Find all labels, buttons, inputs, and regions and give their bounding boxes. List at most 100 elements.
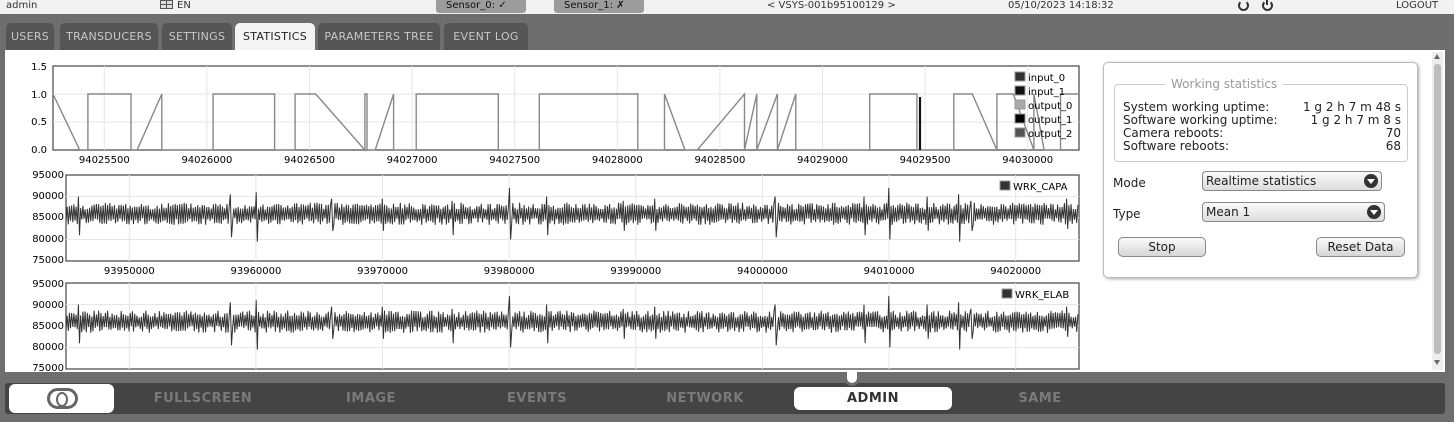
wrk-capa-line (65, 187, 1079, 242)
x-tick: 93990000 (610, 266, 661, 277)
sensor-1-status[interactable]: Sensor_1: ✗ (554, 0, 644, 13)
legend-swatch-wrk-capa (999, 180, 1011, 191)
legend-swatch-wrk-elab (1001, 288, 1013, 299)
wrk-capa-chart: 95000 90000 85000 80000 75000 93950000 93… (32, 170, 1080, 277)
y-tick: 80000 (32, 342, 64, 353)
stat-label: Software working uptime: (1123, 113, 1278, 127)
io-chart-frame (52, 65, 1080, 151)
tab-transducers[interactable]: TRANSDUCERS (60, 23, 158, 50)
scroll-thumb[interactable] (1434, 64, 1441, 354)
x-tick: 94029500 (900, 155, 951, 166)
y-tick: 85000 (32, 321, 64, 332)
statistics-box: Working statistics System working uptime… (1103, 62, 1418, 278)
type-select[interactable]: Mean 1 (1202, 202, 1385, 222)
y-tick: 0.0 (31, 145, 47, 156)
x-tick: 94028000 (592, 155, 643, 166)
x-tick: 94020000 (990, 266, 1041, 277)
y-tick: 90000 (32, 300, 64, 311)
stat-row: Camera reboots: 70 (1123, 127, 1401, 139)
y-tick: 95000 (32, 279, 64, 290)
logout-link[interactable]: LOGOUT (1396, 0, 1439, 11)
legend-input-0: input_0 (1028, 73, 1065, 84)
x-tick: 93960000 (230, 266, 281, 277)
nav-same[interactable]: SAME (1018, 391, 1062, 406)
io-signal-line (52, 92, 1079, 152)
tab-event-log[interactable]: EVENT LOG (444, 23, 528, 50)
legend-swatch-input-0 (1014, 71, 1026, 82)
stat-value: 68 (1385, 139, 1401, 153)
tab-users[interactable]: USERS (6, 23, 54, 50)
y-tick: 1.0 (31, 90, 47, 101)
language-selector[interactable]: EN (160, 0, 191, 12)
stat-value: 1 g 2 h 7 m 48 s (1302, 100, 1401, 114)
mode-select[interactable]: Realtime statistics (1202, 171, 1382, 191)
mode-select-value: Realtime statistics (1206, 174, 1317, 188)
sensor-0-status[interactable]: Sensor_0: ✓ (436, 0, 526, 13)
x-tick: 93950000 (104, 266, 155, 277)
device-selector[interactable]: < VSYS-001b95100129 > (767, 0, 896, 11)
nav-events[interactable]: EVENTS (507, 391, 567, 406)
legend-swatch-output-2 (1014, 127, 1026, 138)
y-tick: 80000 (32, 234, 64, 245)
tab-parameters-tree[interactable]: PARAMETERS TREE (318, 23, 440, 50)
stat-value: 70 (1385, 126, 1401, 140)
x-tick: 94000000 (737, 266, 788, 277)
x-tick: 93980000 (484, 266, 535, 277)
x-tick: 94028500 (694, 155, 745, 166)
wrk-elab-y-ticks: 95000 90000 85000 80000 75000 (32, 279, 64, 374)
panel-scrollbar[interactable] (1432, 52, 1443, 370)
type-select-value: Mean 1 (1206, 205, 1251, 219)
y-tick: 75000 (32, 363, 64, 374)
refresh-icon[interactable] (1238, 0, 1249, 11)
stat-row: System working uptime: 1 g 2 h 7 m 48 s (1123, 101, 1401, 113)
x-tick: 94029000 (797, 155, 848, 166)
tab-settings[interactable]: SETTINGS (162, 23, 232, 50)
flag-icon (160, 0, 173, 9)
y-tick: 85000 (32, 212, 64, 223)
type-label: Type (1113, 207, 1141, 221)
scroll-down-icon[interactable] (1434, 360, 1440, 365)
mode-label: Mode (1113, 176, 1146, 190)
tab-statistics[interactable]: STATISTICS (235, 23, 315, 50)
x-tick: 94027500 (489, 155, 540, 166)
working-statistics-group: Working statistics System working uptime… (1114, 77, 1408, 162)
stop-button[interactable]: Stop (1118, 237, 1206, 257)
stat-row: Software working uptime: 1 g 2 h 7 m 8 s (1123, 114, 1401, 126)
stat-label: Camera reboots: (1123, 126, 1224, 140)
datetime: 05/10/2023 14:18:32 (1008, 0, 1114, 11)
stat-label: System working uptime: (1123, 100, 1270, 114)
wrk-capa-x-ticks: 93950000 93960000 93970000 93980000 93990000… (104, 266, 1041, 277)
reset-data-button[interactable]: Reset Data (1316, 237, 1405, 257)
wrk-elab-chart: 95000 90000 85000 80000 75000 WRK_ELAB (32, 279, 1080, 374)
y-tick: 95000 (32, 170, 64, 181)
stat-value: 1 g 2 h 7 m 8 s (1310, 113, 1401, 127)
chevron-down-icon (1367, 205, 1381, 219)
nav-fullscreen[interactable]: FULLSCREEN (153, 391, 253, 406)
x-tick: 94025500 (79, 155, 130, 166)
io-chart: 1.5 1.0 0.5 0.0 94025500 94026000 94026500… (31, 62, 1080, 166)
nav-image[interactable]: IMAGE (346, 391, 396, 406)
y-tick: 90000 (32, 191, 64, 202)
x-tick: 94027000 (387, 155, 438, 166)
legend-swatch-input-1 (1014, 85, 1026, 96)
y-tick: 1.5 (31, 62, 47, 73)
x-tick: 94030000 (1002, 155, 1053, 166)
username: admin (6, 0, 38, 11)
y-tick: 75000 (32, 255, 64, 266)
nav-network[interactable]: NETWORK (666, 391, 744, 406)
io-chart-y-ticks: 1.5 1.0 0.5 0.0 (31, 62, 47, 156)
scroll-up-icon[interactable] (1434, 54, 1440, 59)
wrk-elab-line (65, 295, 1079, 350)
legend-output-0: output_0 (1028, 101, 1072, 112)
nav-admin[interactable]: ADMIN (794, 387, 952, 410)
x-tick: 94026000 (181, 155, 232, 166)
legend-output-1: output_1 (1028, 115, 1072, 126)
home-button[interactable] (9, 384, 114, 413)
working-statistics-title: Working statistics (1165, 77, 1284, 91)
legend-output-2: output_2 (1028, 129, 1072, 140)
x-tick: 94026500 (284, 155, 335, 166)
stat-label: Software reboots: (1123, 139, 1230, 153)
nav-handle[interactable] (844, 372, 860, 386)
bottom-nav: FULLSCREEN IMAGE EVENTS NETWORK ADMIN SA… (5, 383, 1445, 414)
power-icon[interactable] (1262, 0, 1273, 11)
